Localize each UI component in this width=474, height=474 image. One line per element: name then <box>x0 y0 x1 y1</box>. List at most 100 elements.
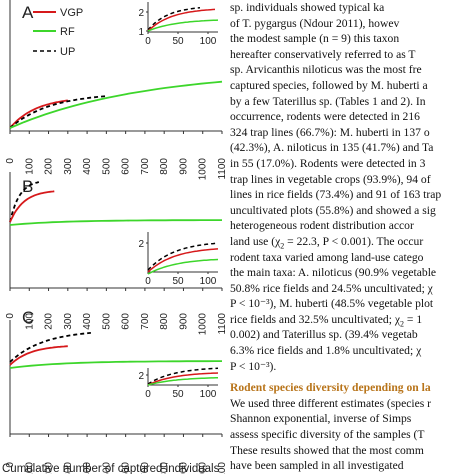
text-line: captured species, followed by M. huberti… <box>230 78 428 92</box>
panel-b-letter: B <box>22 177 33 196</box>
x-tick-label: 700 <box>140 158 151 175</box>
panel-c-rf-curve <box>9 360 222 369</box>
panel-a-vgp-curve <box>9 99 68 129</box>
text-line: We used three different estimates (speci… <box>230 396 432 410</box>
x-tick-label: 600 <box>121 313 132 330</box>
x-tick-label: 200 <box>44 462 55 474</box>
inset-c-vgp-curve <box>147 372 219 386</box>
text-line: assess specific diversity of the samples… <box>230 428 425 442</box>
x-tick-label: 1100 <box>217 158 228 180</box>
x-axis-caption: Cumulative number of captured individual… <box>2 463 220 474</box>
inset-y-tick-label: 2 <box>138 371 144 382</box>
x-tick-label: 1100 <box>217 462 228 474</box>
chi-subscript: 2 <box>399 319 404 329</box>
text-line: of T. pygargus (Ndour 2011), howev <box>230 16 400 30</box>
chi-subscript: 2 <box>280 241 285 251</box>
text-line: P < 10⁻³). <box>230 359 277 373</box>
inset-y-tick-label: 2 <box>138 8 144 19</box>
text-line: 0.002) and Taterillus sp. (39.4% vegetab <box>230 328 418 342</box>
x-tick-label: 300 <box>63 313 74 330</box>
x-tick-label: 800 <box>159 313 170 330</box>
text-line: 324 trap lines (66.7%): M. huberti in 13… <box>230 125 430 139</box>
x-tick-label: 1000 <box>198 158 209 181</box>
text-line: 6.3% rice fields and 1.8% uncultivated; … <box>230 344 422 358</box>
text-line: trap lines in vegetable crops (93.9%), 9… <box>230 172 431 186</box>
inset-b-up-curve <box>147 242 219 271</box>
text-line: These results showed that the most comm <box>230 443 424 457</box>
text-line: the modest sample (n = 9) this taxon <box>230 32 400 46</box>
panel-a-rf-curve <box>9 80 223 129</box>
text-line: P < 10⁻³), M. huberti (48.5% vegetable p… <box>230 297 434 311</box>
x-tick-label: 0 <box>5 158 16 164</box>
x-tick-label: 900 <box>178 158 189 175</box>
x-tick-label: 700 <box>140 313 151 330</box>
text-line: rodent taxa varied among land-use catego <box>230 250 424 264</box>
inset-x-tick-label: 0 <box>145 389 151 400</box>
x-tick-label: 100 <box>24 158 35 175</box>
text-line: by a few Taterillus sp. (Tables 1 and 2)… <box>230 94 426 108</box>
inset-b-rf-curve <box>147 258 219 275</box>
panel-a-up-curve <box>9 95 107 129</box>
text-line: uncultivated plots (55.8%) and showed a … <box>230 203 436 217</box>
text-line: in 55 (17.0%). Rodents were detected in … <box>230 156 426 170</box>
text-line: hereafter conservatively referred to as … <box>230 47 416 61</box>
text-line: lines in rice fields (73.4%) and 91 of 1… <box>230 188 442 202</box>
article-text-column: sp. individuals showed typical ka of T. p… <box>230 0 474 474</box>
text-line: the main taxa: A. niloticus (90.9% veget… <box>230 266 437 280</box>
x-tick-label: 900 <box>178 462 189 474</box>
text-line: 50.8% rice fields and 24.5% uncultivated… <box>230 281 433 295</box>
panel-c-up-curve <box>9 332 91 363</box>
legend-vgp-label: VGP <box>60 7 83 19</box>
x-tick-label: 800 <box>159 462 170 474</box>
x-tick-label: 300 <box>63 158 74 175</box>
inset-b-vgp-curve <box>147 248 219 273</box>
x-tick-label: 200 <box>44 313 55 330</box>
x-tick-label: 1000 <box>198 462 209 474</box>
rarefaction-figure: A VGP RF UP 0 100 200 300 400 500 600 700 800 900 1000… <box>0 0 232 474</box>
x-tick-label: 900 <box>178 313 189 330</box>
text-line: land use (χ2 = 22.3, P < 0.001). The occ… <box>230 234 424 251</box>
text-line: Shannon exponential, inverse of Simps <box>230 412 412 426</box>
inset-x-tick-label: 100 <box>200 36 217 47</box>
inset-x-tick-label: 0 <box>145 276 151 287</box>
inset-a-rf-curve <box>147 19 219 32</box>
text-line: (42.3%), A. niloticus in 135 (41.7%) and… <box>230 141 434 155</box>
paragraph-results: sp. individuals showed typical ka of T. p… <box>230 0 474 374</box>
panel-c-vgp-curve <box>9 345 68 366</box>
x-tick-label: 100 <box>24 313 35 330</box>
inset-y-tick-label: 1 <box>138 27 144 38</box>
x-tick-label: 0 <box>5 313 16 319</box>
inset-x-tick-label: 50 <box>172 389 184 400</box>
legend-up-label: UP <box>60 46 75 58</box>
panel-b-vgp-curve <box>9 190 55 223</box>
section-heading: Rodent species diversity depending on la <box>230 381 431 395</box>
text-line: sp. individuals showed typical ka <box>230 1 385 14</box>
x-tick-label: 100 <box>24 462 35 474</box>
x-tick-label: 500 <box>101 313 112 330</box>
x-tick-label: 1000 <box>198 313 209 336</box>
panel-b-up-curve <box>9 181 40 223</box>
x-tick-label: 0 <box>5 462 16 468</box>
panel-a-letter: A <box>22 3 34 22</box>
x-tick-label: 400 <box>82 158 93 175</box>
x-tick-label: 1100 <box>217 313 228 335</box>
inset-y-tick-label: 2 <box>138 239 144 250</box>
inset-x-tick-label: 50 <box>172 36 184 47</box>
x-tick-label: 800 <box>159 158 170 175</box>
legend-rf-label: RF <box>60 26 75 38</box>
inset-a-up-curve <box>147 7 201 31</box>
text-line: heterogeneous rodent distribution accor <box>230 219 414 233</box>
inset-a-vgp-curve <box>147 8 216 32</box>
panel-b-rf-curve <box>9 219 222 226</box>
text-line: rice fields and 32.5% uncultivated; χ2 =… <box>230 312 423 329</box>
inset-c-up-curve <box>147 367 219 385</box>
x-tick-label: 500 <box>101 158 112 175</box>
x-tick-label: 600 <box>121 158 132 175</box>
x-tick-label: 700 <box>140 462 151 474</box>
paragraph-diversity: We used three different estimates (speci… <box>230 396 474 474</box>
inset-x-tick-label: 100 <box>200 276 217 287</box>
inset-x-tick-label: 50 <box>172 276 184 287</box>
x-tick-label: 500 <box>101 462 112 474</box>
chi-result: = 1 <box>403 312 423 326</box>
